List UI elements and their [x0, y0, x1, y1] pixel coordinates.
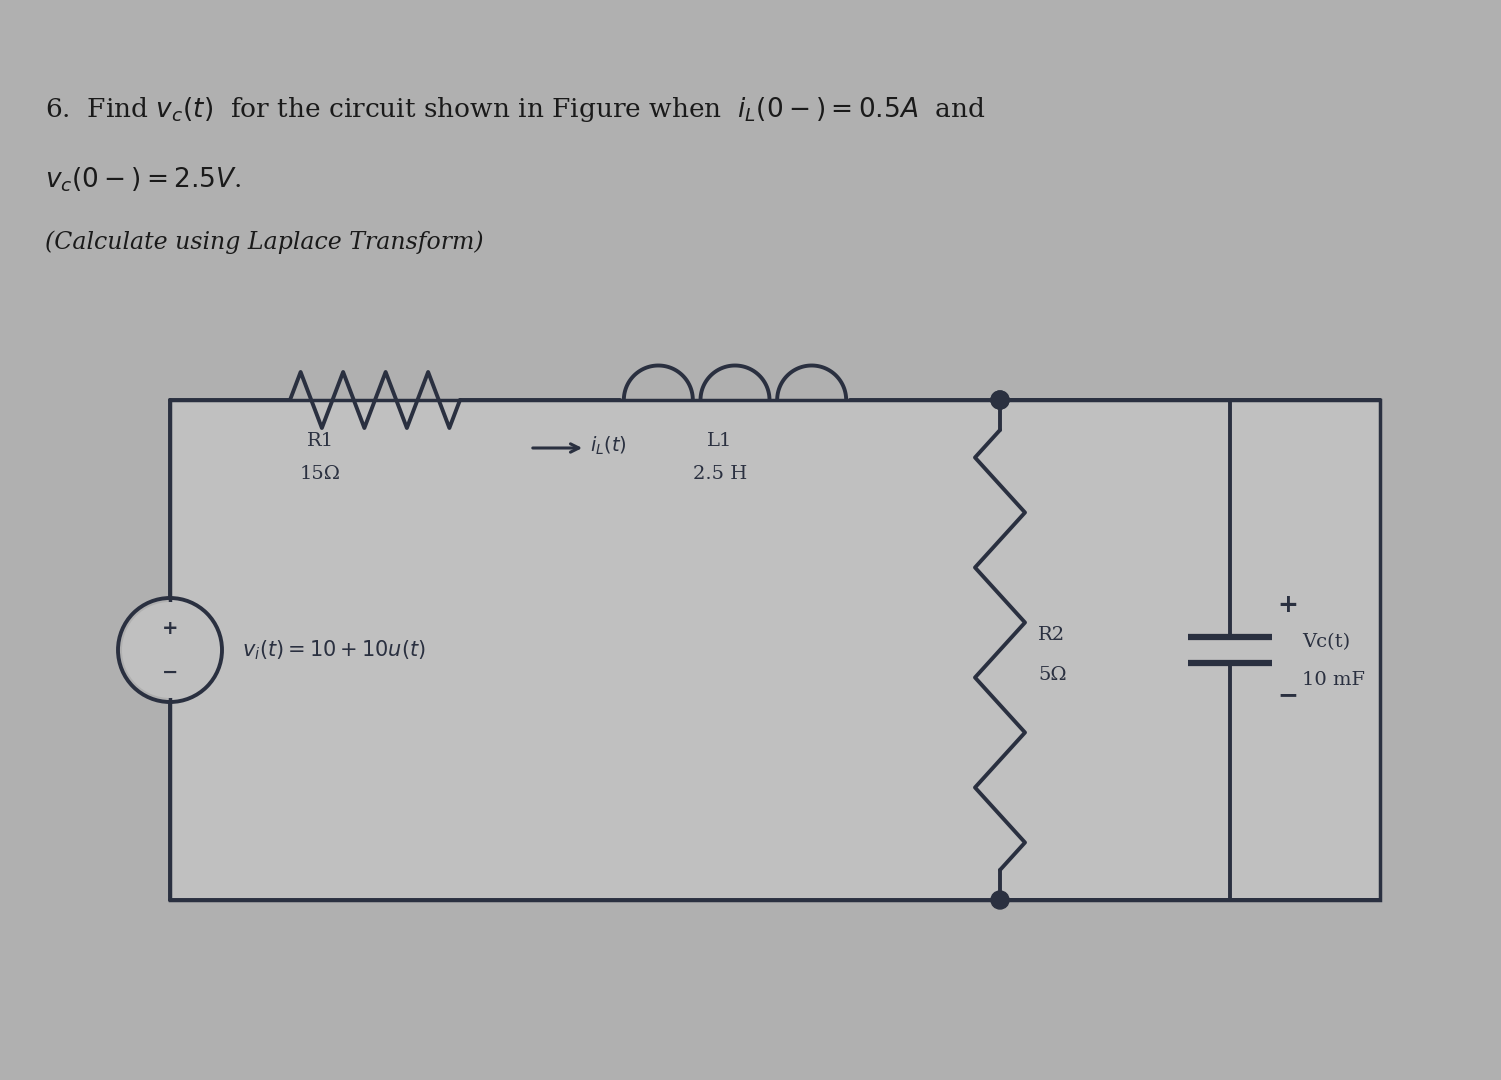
- Text: (Calculate using Laplace Transform): (Calculate using Laplace Transform): [45, 230, 483, 254]
- Text: −: −: [162, 662, 179, 681]
- Text: −: −: [1277, 683, 1298, 707]
- Text: R2: R2: [1039, 626, 1066, 644]
- Text: +: +: [1277, 593, 1298, 617]
- Text: R1: R1: [306, 432, 333, 450]
- Bar: [170, 400, 1379, 900]
- Text: 6.  Find $v_c(t)$  for the circuit shown in Figure when  $i_L(0-)=0.5A$  and: 6. Find $v_c(t)$ for the circuit shown i…: [45, 95, 986, 124]
- Text: 10 mF: 10 mF: [1301, 671, 1364, 689]
- Text: 2.5 H: 2.5 H: [693, 465, 747, 483]
- Text: 15Ω: 15Ω: [300, 465, 341, 483]
- Text: $v_i(t)=10+10u(t)$: $v_i(t)=10+10u(t)$: [242, 638, 426, 662]
- Text: $i_L(t)$: $i_L(t)$: [590, 435, 627, 457]
- Text: 5Ω: 5Ω: [1039, 666, 1067, 684]
- Circle shape: [991, 391, 1009, 409]
- Circle shape: [991, 391, 1009, 409]
- Circle shape: [991, 891, 1009, 909]
- Text: +: +: [162, 619, 179, 637]
- Circle shape: [122, 602, 218, 698]
- Text: $v_c(0-)=2.5V$.: $v_c(0-)=2.5V$.: [45, 165, 242, 193]
- Text: L1: L1: [707, 432, 732, 450]
- Text: Vc(t): Vc(t): [1301, 633, 1349, 651]
